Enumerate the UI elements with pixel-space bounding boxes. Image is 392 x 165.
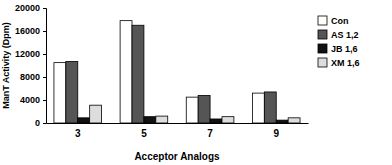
- y-tick-label: 4000: [20, 95, 40, 105]
- bar: [54, 63, 66, 123]
- y-tick-label: 16000: [15, 26, 40, 36]
- legend-item: XM 1,6: [318, 58, 360, 68]
- x-tick-label: 5: [141, 128, 147, 139]
- y-axis-line: [43, 9, 47, 124]
- legend-label: JB 1,6: [331, 44, 358, 54]
- bar: [90, 105, 102, 123]
- legend-swatch: [318, 30, 327, 39]
- x-tick: 7: [207, 123, 213, 139]
- y-tick-mark: [43, 54, 46, 55]
- bar: [276, 120, 288, 123]
- legend-swatch: [318, 16, 327, 25]
- y-axis-title: ManT Activity (Dpm): [1, 22, 11, 109]
- bar: [186, 97, 198, 123]
- bar: [156, 116, 168, 123]
- x-tick: 3: [75, 123, 81, 139]
- y-tick: 8000: [20, 72, 46, 82]
- bar: [120, 21, 132, 123]
- bar: [198, 95, 210, 123]
- y-tick-label: 20000: [15, 3, 40, 13]
- y-tick-mark: [43, 100, 46, 101]
- legend-item: JB 1,6: [318, 44, 358, 54]
- legend-label: XM 1,6: [331, 58, 360, 68]
- x-tick: 9: [273, 123, 279, 139]
- bar: [210, 119, 222, 123]
- y-tick-mark: [43, 31, 46, 32]
- y-tick-label: 12000: [15, 49, 40, 59]
- y-tick: 12000: [15, 49, 46, 59]
- y-tick-label: 8000: [20, 72, 40, 82]
- legend-item: Con: [318, 16, 349, 26]
- x-tick-label: 9: [273, 128, 279, 139]
- y-tick-mark: [43, 123, 46, 124]
- y-tick: 16000: [15, 26, 46, 36]
- x-tick-label: 7: [207, 128, 213, 139]
- bar: [252, 93, 264, 123]
- x-axis: 3 5 7 9: [47, 123, 309, 139]
- legend-swatch: [318, 58, 327, 67]
- y-tick-label: 0: [35, 118, 40, 128]
- legend-swatch: [318, 44, 327, 53]
- bar: [288, 118, 300, 123]
- chart: 0 4000 8000 12000 16000 20000 3 5 7 9 Acceptor Ana…: [0, 0, 392, 165]
- x-axis-title: Acceptor Analogs: [134, 151, 220, 162]
- y-tick: 4000: [20, 95, 46, 105]
- bar: [66, 61, 78, 123]
- x-tick: 5: [141, 123, 147, 139]
- y-axis: 0 4000 8000 12000 16000 20000: [15, 3, 47, 128]
- bar: [222, 117, 234, 123]
- y-tick-mark: [43, 77, 46, 78]
- bar: [132, 25, 144, 123]
- bars: [54, 21, 300, 123]
- y-tick: 20000: [15, 3, 46, 13]
- legend-item: AS 1,2: [318, 30, 359, 40]
- bar: [78, 118, 90, 123]
- bar: [264, 92, 276, 123]
- x-tick-label: 3: [75, 128, 81, 139]
- y-tick-mark: [43, 8, 46, 9]
- legend-label: AS 1,2: [331, 30, 359, 40]
- x-axis-line: [47, 123, 309, 124]
- legend: Con AS 1,2 JB 1,6 XM 1,6: [318, 16, 360, 68]
- plot: 0 4000 8000 12000 16000 20000 3 5 7 9: [15, 3, 309, 139]
- legend-label: Con: [331, 16, 349, 26]
- y-tick: 0: [35, 118, 46, 128]
- bar: [144, 117, 156, 123]
